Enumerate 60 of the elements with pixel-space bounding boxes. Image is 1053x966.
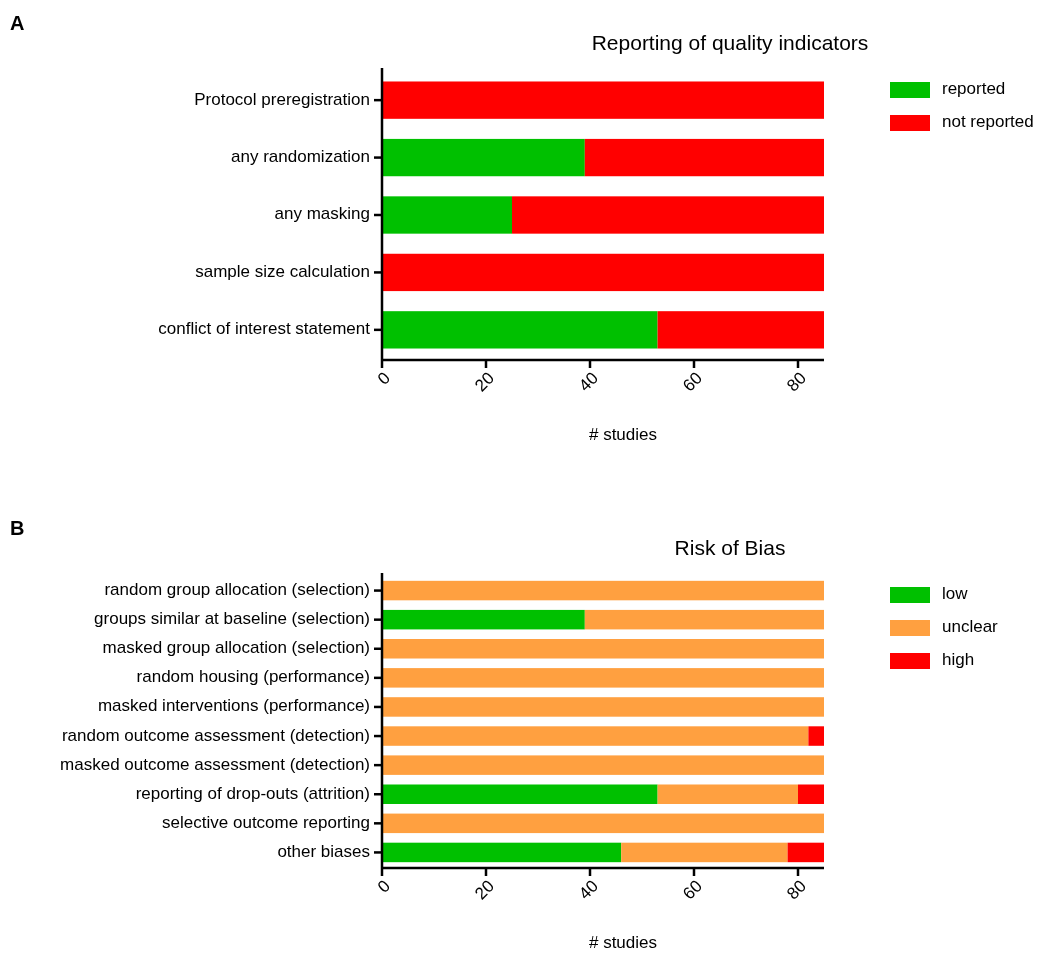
x-tick-label: 0: [373, 876, 394, 897]
bar: [621, 842, 788, 863]
bar: [382, 668, 824, 688]
bar: [382, 138, 585, 177]
y-tick-label: masked outcome assessment (detection): [60, 754, 370, 774]
bar: [657, 784, 798, 804]
x-tick-label: 80: [783, 368, 810, 396]
legend-label: high: [942, 650, 975, 670]
bar: [382, 639, 824, 659]
bar: [657, 311, 824, 349]
bar: [584, 138, 824, 177]
y-tick-label: other biases: [277, 841, 370, 861]
bar: [584, 609, 824, 630]
bar: [382, 253, 824, 292]
y-tick-label: groups similar at baseline (selection): [94, 609, 370, 629]
bar: [382, 726, 809, 746]
x-tick-label: 40: [575, 368, 602, 396]
legend-label: unclear: [942, 617, 999, 637]
x-tick-label: 60: [679, 876, 706, 904]
bar: [382, 784, 658, 804]
bar: [382, 609, 585, 630]
bar: [382, 842, 622, 863]
bar: [382, 196, 512, 234]
legend-label: not reported: [942, 112, 1034, 132]
x-tick-label: 60: [679, 368, 706, 396]
bar: [382, 580, 824, 601]
x-tick-label: 20: [471, 368, 498, 396]
legend-label: low: [942, 584, 969, 604]
y-tick-label: selective outcome reporting: [162, 812, 370, 832]
y-tick-label: random group allocation (selection): [104, 580, 370, 600]
bar: [808, 726, 824, 746]
x-tick-label: 40: [575, 876, 602, 904]
text: A: [10, 12, 25, 34]
chart-title: Risk of Bias: [674, 536, 786, 559]
y-tick-label: random outcome assessment (detection): [61, 725, 370, 745]
y-tick-label: any randomization: [231, 147, 370, 167]
x-tick-label: 20: [471, 876, 498, 904]
legend-label: reported: [942, 79, 1006, 99]
bar: [382, 755, 824, 775]
x-tick-label: 80: [783, 876, 810, 904]
y-tick-label: masked interventions (performance): [97, 696, 370, 716]
bar: [382, 697, 824, 717]
x-axis-title: # studies: [588, 933, 658, 952]
x-axis-title: # studies: [588, 425, 658, 444]
text: B: [10, 517, 25, 539]
bar: [512, 196, 824, 234]
y-tick-label: any masking: [274, 204, 370, 224]
bar: [382, 813, 824, 834]
x-tick-label: 0: [373, 368, 394, 389]
y-tick-label: masked group allocation (selection): [102, 638, 370, 658]
bar: [382, 81, 824, 119]
bar: [787, 842, 824, 863]
y-tick-label: sample size calculation: [195, 261, 370, 281]
bar: [798, 784, 824, 804]
y-tick-label: reporting of drop-outs (attrition): [135, 783, 370, 803]
y-tick-label: conflict of interest statement: [158, 319, 371, 339]
y-tick-label: Protocol preregistration: [194, 89, 370, 109]
bar: [382, 311, 658, 349]
chart-title: Reporting of quality indicators: [591, 31, 869, 54]
y-tick-label: random housing (performance): [136, 667, 370, 687]
